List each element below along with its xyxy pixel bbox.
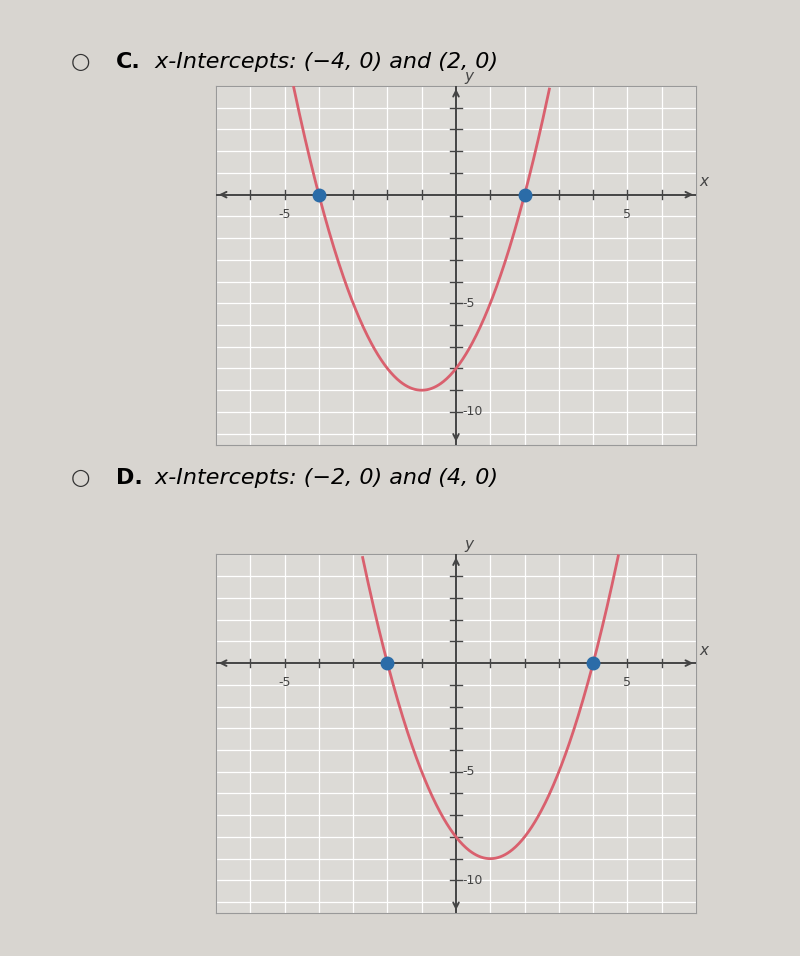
Text: -5: -5 (278, 207, 291, 221)
Text: -10: -10 (462, 405, 482, 419)
Text: -5: -5 (462, 765, 474, 778)
Text: 5: 5 (623, 207, 631, 221)
Text: D.: D. (116, 468, 142, 488)
Text: C.: C. (116, 53, 141, 72)
Text: x-Intercepts: (−4, 0) and (2, 0): x-Intercepts: (−4, 0) and (2, 0) (148, 53, 498, 72)
Text: 5: 5 (623, 676, 631, 689)
Text: ○: ○ (70, 468, 90, 488)
Text: y: y (465, 537, 474, 553)
Text: -5: -5 (278, 676, 291, 689)
Text: -10: -10 (462, 874, 482, 887)
Text: x: x (699, 642, 709, 658)
Text: -5: -5 (462, 296, 474, 310)
Text: x-Intercepts: (−2, 0) and (4, 0): x-Intercepts: (−2, 0) and (4, 0) (148, 468, 498, 488)
Text: x: x (699, 174, 709, 189)
Text: y: y (465, 69, 474, 84)
Text: ○: ○ (70, 53, 90, 72)
